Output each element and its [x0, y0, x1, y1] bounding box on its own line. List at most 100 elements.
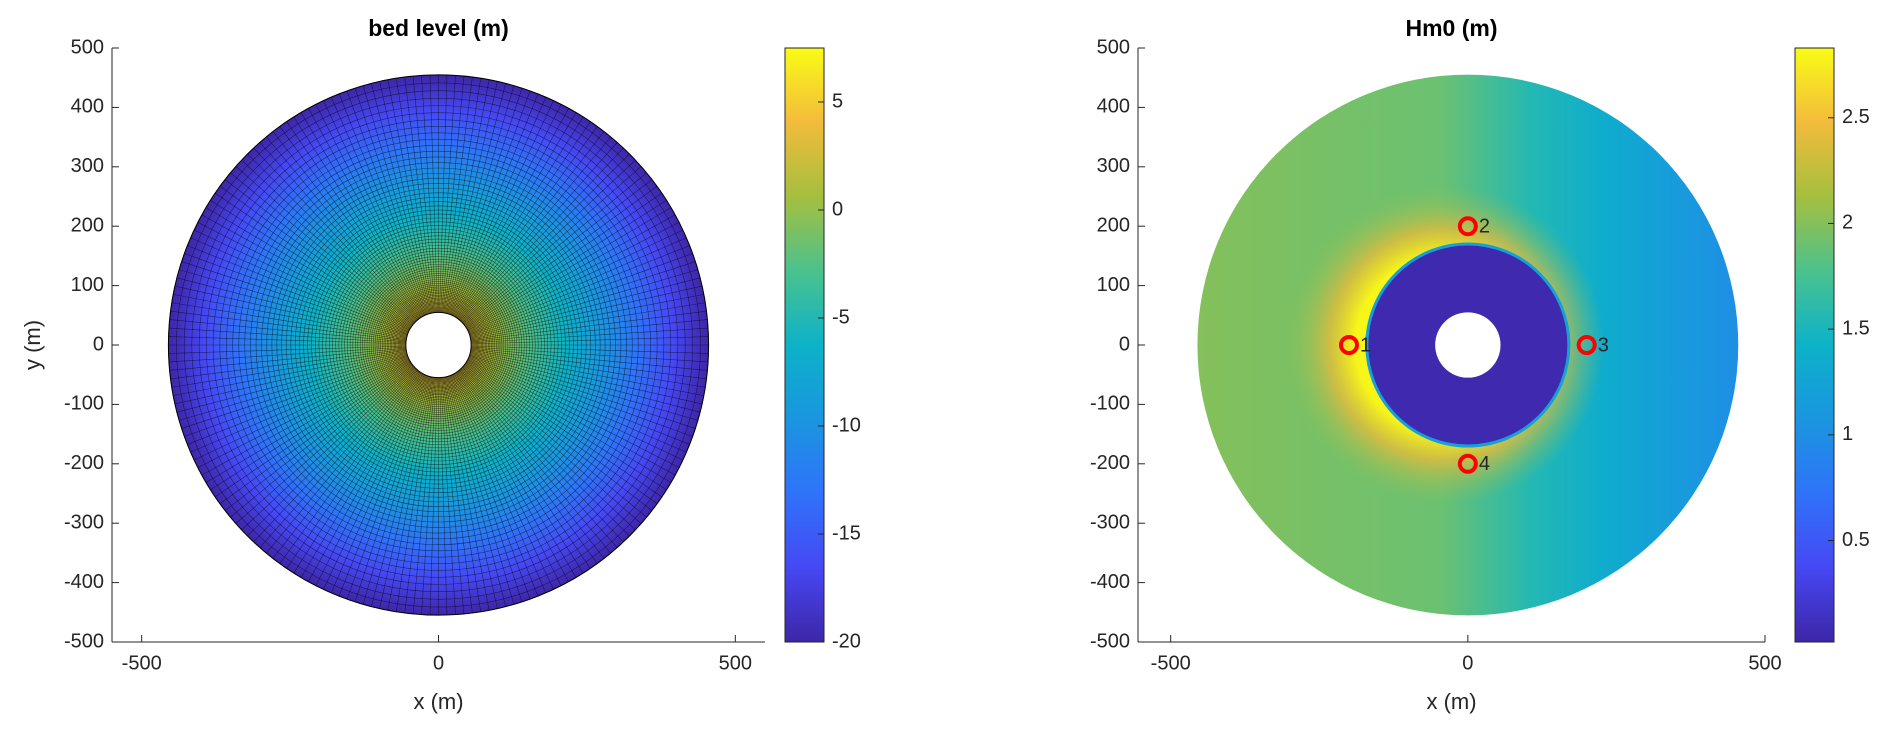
mesh-ring: [255, 162, 622, 528]
mesh-ring: [168, 74, 709, 616]
mesh-ring: [219, 126, 658, 564]
mesh-ring: [271, 178, 606, 512]
mesh-ring: [352, 258, 525, 432]
mesh-ring: [349, 256, 528, 434]
colorbar: [784, 47, 825, 643]
mesh-ring: [366, 273, 511, 417]
mesh-ring: [402, 308, 475, 382]
y-tick-label: -500: [1090, 630, 1130, 652]
mesh-ring: [266, 172, 611, 518]
colorbar-tick-label: -5: [832, 306, 850, 328]
y-axis-label: y (m): [20, 320, 45, 370]
mesh-ring: [383, 290, 494, 400]
y-tick-label: -500: [64, 630, 104, 652]
mesh-ring: [281, 187, 596, 503]
mesh-ring: [307, 213, 570, 477]
mesh-ring: [380, 286, 497, 404]
y-tick-label: -400: [64, 571, 104, 593]
station-label: 3: [1598, 334, 1609, 356]
mesh-ring: [401, 307, 476, 383]
colorbar-tick-label: 0.5: [1842, 529, 1870, 551]
mesh-ring: [391, 297, 486, 393]
mesh-ring: [368, 275, 509, 415]
mesh-ring: [226, 132, 651, 558]
mesh-ring: [303, 209, 574, 481]
mesh-ring: [362, 268, 515, 422]
y-tick-label: -100: [64, 393, 104, 415]
mesh-ring: [344, 250, 533, 440]
mesh-ring: [325, 232, 552, 458]
mesh-ring: [276, 183, 601, 507]
y-tick-label: 100: [1097, 274, 1130, 296]
mesh-ring: [285, 192, 592, 498]
mesh-ring: [238, 144, 639, 546]
mesh-ring: [370, 277, 507, 413]
mesh-ring: [205, 112, 672, 578]
y-tick-label: 200: [71, 214, 104, 236]
mesh-ring: [399, 305, 478, 385]
field: [1197, 74, 1739, 616]
mesh-ring: [232, 138, 645, 552]
mesh-ring: [335, 241, 542, 449]
mesh-ring: [244, 150, 633, 540]
hole: [1435, 312, 1501, 378]
y-tick-label: -300: [1090, 511, 1130, 533]
x-tick-label: 500: [1748, 652, 1781, 674]
colorbar: [1794, 47, 1835, 643]
mesh-ring: [376, 283, 501, 407]
colorbar-tick-label: -15: [832, 522, 861, 544]
station: [1457, 216, 1478, 237]
mesh-ring: [311, 217, 566, 473]
station-label: 4: [1479, 453, 1490, 475]
mesh-ring: [394, 300, 483, 390]
colorbar-tick-label: -10: [832, 414, 861, 436]
mesh-ring: [198, 105, 679, 585]
y-tick-label: -400: [1090, 571, 1130, 593]
colorbar-tick-label: 0: [832, 198, 843, 220]
colorbar-tick-label: 5: [832, 90, 843, 112]
colorbar-tick-label: 2: [1842, 212, 1853, 234]
x-tick-label: -500: [1151, 652, 1191, 674]
y-tick-label: 400: [71, 96, 104, 118]
y-tick-label: 200: [1097, 214, 1130, 236]
mesh-ring: [388, 294, 489, 396]
mesh-ring: [397, 304, 480, 386]
mesh-ring: [378, 284, 499, 406]
mesh-ring: [392, 299, 485, 391]
hole: [405, 311, 472, 379]
colorbar-tick-label: 1.5: [1842, 317, 1870, 339]
station: [1576, 335, 1597, 355]
y-tick-label: 500: [1097, 36, 1130, 58]
mesh-ring: [338, 244, 539, 446]
y-tick-label: 300: [71, 155, 104, 177]
mesh-ring: [347, 253, 530, 437]
mesh-ring: [318, 225, 559, 465]
y-tick-label: -100: [1090, 393, 1130, 415]
mesh-ring: [332, 238, 545, 452]
y-tick-label: 0: [1119, 333, 1130, 355]
field: [167, 74, 710, 616]
mesh-ring: [357, 263, 520, 427]
mesh-ring: [359, 266, 518, 424]
y-tick-label: 400: [1097, 96, 1130, 118]
mesh-radial: [168, 74, 709, 616]
mesh-ring: [341, 247, 536, 443]
y-tick-label: 100: [71, 274, 104, 296]
y-tick-label: -200: [1090, 452, 1130, 474]
mesh-ring: [294, 201, 583, 489]
mesh-ring: [328, 235, 549, 455]
mesh-ring: [374, 281, 503, 409]
mesh-ring: [261, 167, 616, 523]
mesh-ring: [299, 205, 578, 485]
station-label: 2: [1479, 215, 1490, 237]
x-tick-label: -500: [122, 652, 162, 674]
x-tick-label: 0: [433, 652, 444, 674]
y-tick-label: 300: [1097, 155, 1130, 177]
mesh-ring: [386, 293, 491, 397]
mesh-ring: [381, 288, 496, 402]
mesh-ring: [191, 97, 686, 593]
x-axis-label: x (m): [413, 689, 463, 714]
y-tick-label: -300: [64, 511, 104, 533]
mesh-ring: [404, 311, 473, 379]
